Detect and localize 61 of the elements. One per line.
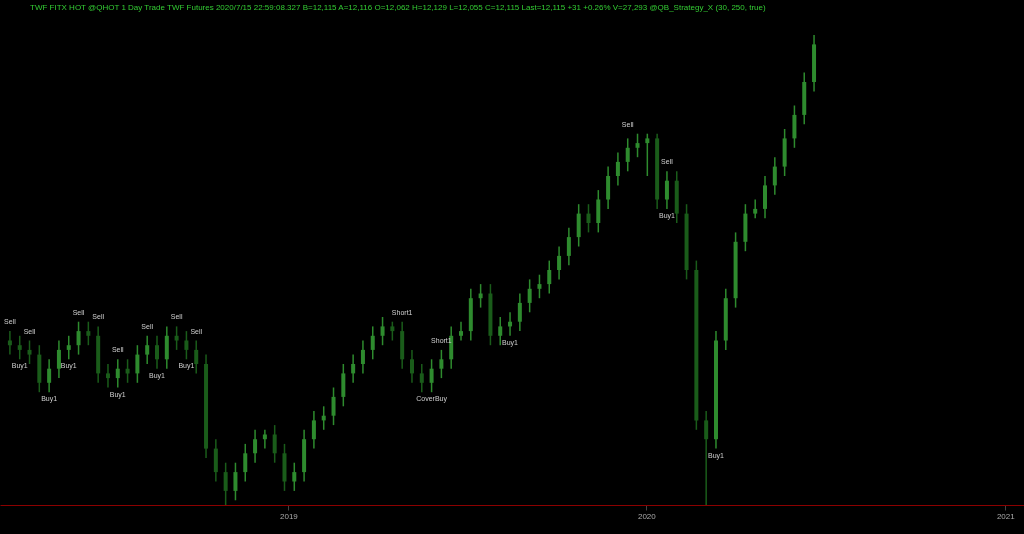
candlestick [76, 320, 81, 356]
candlestick [145, 335, 150, 365]
candlestick [164, 325, 169, 370]
candlestick [645, 132, 650, 177]
candlestick [625, 137, 630, 173]
candlestick [635, 132, 640, 158]
candlestick [311, 410, 316, 450]
candlestick [243, 443, 248, 483]
candlestick [370, 325, 375, 361]
candlestick [86, 320, 91, 346]
candlestick [272, 424, 277, 464]
candlestick [194, 339, 199, 375]
candlestick [360, 339, 365, 375]
candlestick [763, 175, 768, 220]
candlestick [380, 316, 385, 346]
candlestick [704, 410, 709, 506]
candlestick [772, 156, 777, 196]
candlestick [753, 198, 758, 220]
candlestick [331, 386, 336, 426]
candlestick [419, 363, 424, 393]
candlestick [409, 349, 414, 384]
candlestick [292, 461, 297, 492]
x-tick-label: 2021 [996, 511, 1016, 521]
candlestick [566, 226, 571, 267]
x-tick-label: 2020 [637, 511, 657, 521]
candlestick [105, 363, 110, 389]
candlestick [341, 363, 346, 408]
candlestick [439, 349, 444, 379]
chart-title: TWF FITX HOT @QHOT 1 Day Trade TWF Futures 2020/7/15 22:59:08.327 B=12,115 A=12,116 O=12,062 H=12,129 L=12,055 C=12,115 Last=12,115 +31 +0.26% V=27,293 @QB_Strategy_X (30, 250, true) [30, 3, 766, 13]
candlestick [115, 358, 120, 389]
candlestick [498, 316, 503, 346]
candlestick [596, 189, 601, 234]
candlestick [155, 335, 159, 370]
candlestick [429, 358, 434, 393]
candlestick [213, 438, 218, 483]
candlestick [792, 104, 797, 149]
candlestick [184, 330, 189, 361]
candlestick [557, 245, 562, 281]
candlestick [47, 358, 52, 393]
candlestick [351, 353, 356, 384]
candlestick [56, 339, 61, 379]
candlestick [459, 320, 464, 342]
candlestick [615, 151, 620, 187]
candlestick [547, 259, 552, 295]
candlestick [586, 203, 591, 234]
candlestick [66, 335, 71, 361]
candlestick [606, 165, 611, 210]
candlestick [174, 325, 179, 351]
candlestick [390, 320, 395, 342]
candlestick [17, 335, 22, 361]
candlestick [664, 170, 669, 210]
candlestick [517, 292, 522, 332]
candlestick [576, 203, 581, 248]
candlestick [27, 339, 32, 365]
candlestick [135, 344, 140, 384]
candlestick [233, 461, 238, 502]
candlestick [223, 461, 228, 506]
x-tick-label: 2019 [280, 511, 299, 521]
candlestick [253, 429, 258, 464]
candlestick [537, 273, 542, 299]
candlestick [527, 278, 532, 314]
